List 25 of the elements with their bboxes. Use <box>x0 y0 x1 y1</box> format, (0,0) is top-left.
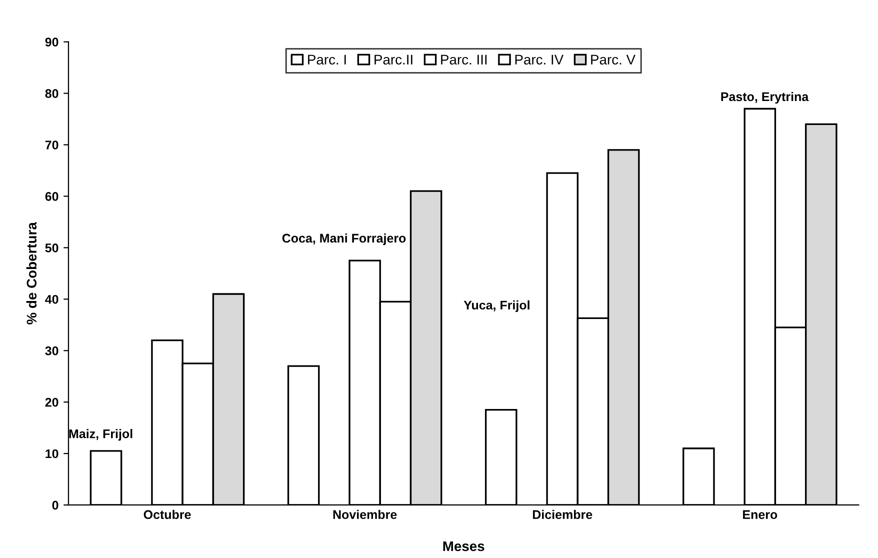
annotation: Maiz, Frijol <box>69 429 132 441</box>
legend-label: Parc.II <box>374 54 412 65</box>
y-tick-label: 0 <box>52 500 58 510</box>
x-axis-title: Meses <box>443 541 484 552</box>
y-tick-label: 60 <box>45 192 58 201</box>
annotation: Yuca, Frijol <box>464 300 530 312</box>
legend-label: Parc. V <box>591 54 636 65</box>
legend-label: Parc. III <box>441 54 487 65</box>
y-tick-label: 90 <box>45 38 58 46</box>
legend-label: Parc. I <box>308 54 346 65</box>
legend-label: Parc. IV <box>515 54 564 65</box>
y-axis-title: % de Cobertura <box>26 222 37 324</box>
y-tick-label: 50 <box>45 243 58 252</box>
y-tick-label: 10 <box>46 449 58 458</box>
y-tick-label: 70 <box>45 140 58 150</box>
y-tick-label: 80 <box>45 89 58 98</box>
y-tick-label: 40 <box>45 294 58 304</box>
annotation: Coca, Mani Forrajero <box>282 233 406 246</box>
x-tick-label: Diciembre <box>532 510 592 520</box>
x-tick-label: Octubre <box>144 510 191 520</box>
annotation: Pasto, Erytrina <box>721 92 809 104</box>
x-tick-label: Enero <box>743 510 778 520</box>
y-tick-label: 20 <box>45 398 58 407</box>
y-tick-label: 30 <box>45 346 58 356</box>
x-tick-label: Noviembre <box>333 510 397 520</box>
